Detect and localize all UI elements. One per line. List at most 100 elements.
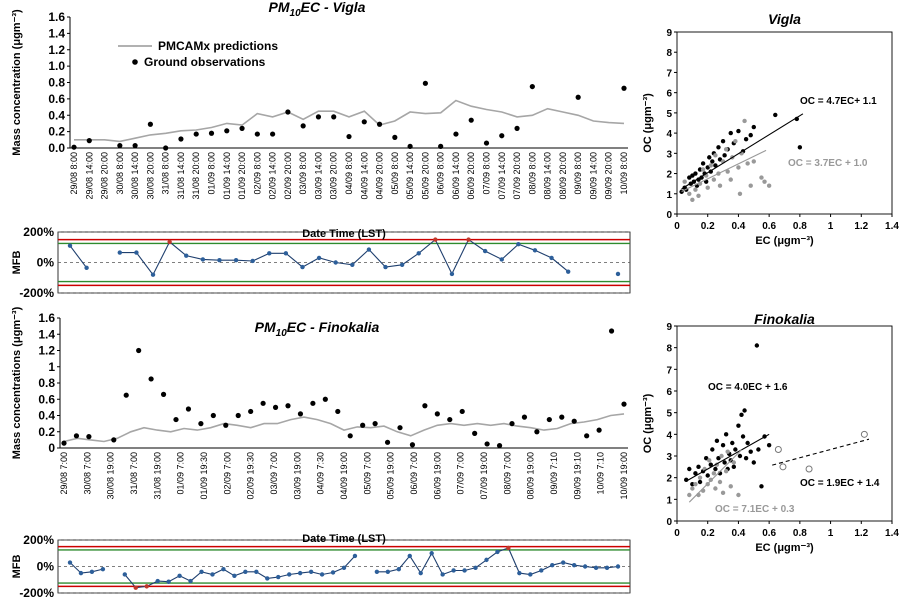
vigla_scatter-point: [742, 118, 747, 124]
vigla_ts-xtick-label: 04/09 20:00: [375, 152, 385, 200]
finokalia_ts-observation-point: [422, 403, 428, 409]
vigla_ts-xtick-label: 06/09 8:00: [436, 152, 446, 195]
vigla_ts-observation-point: [346, 133, 352, 140]
finokalia_scatter-point: [730, 440, 735, 446]
finokalia_ts-observation-point: [409, 442, 416, 448]
finokalia_scatter-point: [716, 455, 721, 461]
finokalia_ts-observation-point: [61, 440, 67, 446]
finokalia_scatter-xtick-label: 1: [828, 528, 834, 539]
finokalia_mfb-mfb-point: [352, 553, 358, 559]
vigla_ts-ytick-label: 1.6: [48, 10, 65, 24]
vigla_mfb-mfb-point: [283, 251, 289, 256]
finokalia_ts-observation-point: [459, 408, 465, 415]
finokalia_ts-observation-point: [260, 400, 266, 406]
finokalia_ts-observation-point: [173, 416, 179, 423]
vigla_scatter-point: [736, 165, 741, 170]
finokalia_mfb-mfb-point: [308, 569, 314, 574]
finokalia_scatter-point: [766, 442, 772, 448]
finokalia_ts-observation-point: [534, 429, 540, 435]
vigla_scatter-point: [762, 179, 767, 184]
finokalia_ts-xtick-label: 09/09 19:10: [572, 452, 582, 500]
vigla_mfb-mfb-point: [350, 262, 355, 267]
vigla_ts-observation-point: [361, 119, 367, 125]
finokalia_mfb-mfb-point: [374, 569, 380, 574]
vigla_ts-observation-point: [407, 143, 413, 149]
vigla_scatter-point: [716, 145, 721, 150]
vigla_mfb-ylabel: MFB: [11, 251, 23, 275]
finokalia_mfb-mfb-point: [144, 584, 149, 589]
vigla_ts-xtick-label: 01/09 14:00: [222, 152, 232, 200]
vigla_scatter-point: [733, 139, 738, 144]
finokalia_ts-xtick-label: 30/08 19:00: [106, 452, 116, 500]
vigla_mfb-mfb-point: [200, 257, 206, 262]
vigla_ts-observation-point: [163, 145, 169, 151]
finokalia_scatter-ytick-label: 1: [666, 495, 672, 506]
finokalia_scatter-point: [708, 477, 713, 483]
finokalia_scatter-point: [740, 434, 746, 439]
finokalia_scatter-point: [759, 484, 764, 489]
vigla_ts-ytick-label: 1.0: [48, 59, 65, 73]
finokalia_ts-observation-point: [235, 412, 241, 419]
vigla_scatter-point: [700, 167, 706, 172]
finokalia_scatter-point: [693, 481, 698, 487]
vigla_scatter-point: [773, 112, 778, 118]
vigla_ts-observation-point: [71, 144, 77, 150]
finokalia_scatter-point: [707, 458, 712, 463]
finokalia_scatter-point: [774, 446, 782, 453]
vigla_mfb-mfb-point: [482, 248, 488, 254]
finokalia_mfb-mfb-point: [407, 553, 412, 559]
vigla_ts-xtick-label: 01/09 20:00: [237, 152, 247, 200]
finokalia_mfb-mfb-point: [199, 569, 204, 574]
vigla_scatter-point: [705, 185, 710, 190]
finokalia_ts-observation-point: [621, 401, 627, 407]
finokalia_scatter-point: [743, 455, 749, 461]
finokalia_ts-observation-point: [372, 421, 378, 427]
finokalia_scatter-point: [805, 465, 813, 473]
finokalia_mfb-mfb-point: [385, 569, 391, 574]
finokalia_mfb-mfb-point: [166, 579, 171, 584]
finokalia_mfb-mfb-point: [297, 570, 303, 576]
vigla_scatter-fit-line: [681, 113, 804, 190]
finokalia_ts-xtick-label: 10/09 7:10: [596, 452, 606, 495]
vigla_ts-xtick-label: 30/08 8:00: [115, 152, 125, 195]
vigla_ts-observation-point: [285, 109, 291, 115]
finokalia_ts-observation-point: [335, 408, 341, 415]
vigla_ts-observation-point: [254, 131, 260, 137]
finokalia_ts-ytick-label: 1.6: [38, 311, 55, 325]
vigla_scatter-ytick-label: 1: [666, 190, 672, 201]
vigla_mfb-mfb-point: [433, 237, 438, 242]
finokalia_ts-xtick-label: 04/09 19:00: [339, 452, 349, 500]
finokalia_mfb-mfb-point: [495, 549, 500, 555]
vigla_ts-ytick-label: 0.0: [48, 141, 65, 155]
vigla_ts-xtick-label: 08/09 20:00: [558, 152, 568, 200]
vigla_scatter-xtick-label: 0: [674, 221, 680, 232]
vigla_scatter-fit-equation: OC = 3.7EC + 1.0: [788, 158, 868, 169]
finokalia_mfb-mfb-point: [177, 573, 182, 578]
vigla_ts-ytick-label: 0.2: [48, 125, 65, 139]
vigla_ts-xtick-label: 03/09 8:00: [298, 152, 308, 195]
vigla_scatter-point: [713, 153, 718, 158]
vigla_mfb-mfb-point: [449, 271, 455, 277]
finokalia_mfb-ylabel: MFB: [11, 555, 23, 579]
finokalia_scatter-point: [754, 343, 760, 348]
finokalia_mfb-mfb-point: [473, 565, 478, 571]
finokalia_ts-observation-point: [546, 416, 552, 423]
vigla_mfb-mfb-point: [84, 265, 89, 271]
vigla_ts-ylabel: Mass concentration (μgm⁻³): [11, 9, 23, 156]
vigla_mfb-mfb-point: [466, 237, 471, 242]
finokalia_scatter-xtick-label: 0.6: [762, 528, 776, 539]
vigla_ts-observation-point: [132, 142, 138, 149]
finokalia_mfb-mfb-point: [615, 564, 621, 569]
finokalia_mfb-mfb-point: [155, 578, 160, 584]
vigla_mfb-mfb-point: [366, 247, 372, 252]
vigla_ts-xtick-label: 10/09 8:00: [619, 152, 629, 195]
vigla_mfb-mfb-point: [532, 248, 538, 253]
vigla_scatter-point: [713, 163, 718, 168]
finokalia_ts-ytick-label: 1: [48, 360, 55, 374]
finokalia_mfb-mfb-point: [517, 570, 522, 576]
finokalia_mfb-ytick-label: 0%: [37, 560, 55, 574]
finokalia_mfb-mfb-point: [319, 572, 325, 577]
vigla_mfb-mfb-point: [300, 264, 305, 270]
finokalia_ts-observation-point: [496, 442, 503, 449]
